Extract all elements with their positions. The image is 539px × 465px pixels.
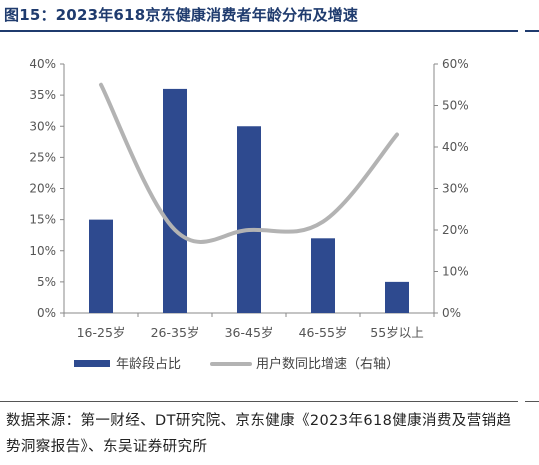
source-rule bbox=[0, 401, 518, 402]
x-tick-label: 36-45岁 bbox=[225, 325, 274, 340]
left-tick-label: 5% bbox=[37, 275, 56, 289]
source-rule-right bbox=[525, 401, 539, 402]
right-tick-label: 50% bbox=[442, 99, 469, 113]
bar bbox=[385, 281, 409, 313]
left-tick-label: 0% bbox=[37, 306, 56, 320]
growth-line bbox=[99, 82, 399, 244]
x-tick-label: 16-25岁 bbox=[77, 325, 126, 340]
chart-title: 图15：2023年618京东健康消费者年龄分布及增速 bbox=[4, 6, 359, 24]
right-tick-label: 0% bbox=[442, 306, 461, 320]
title-rule bbox=[0, 30, 518, 32]
title-rule-right bbox=[525, 30, 539, 32]
right-tick-label: 30% bbox=[442, 182, 469, 196]
chart: 0% 5% 10% 15% 20% 25% 30% 35% 40% 0% 10% 20% 30% 40% 5… bbox=[29, 57, 468, 372]
left-tick-label: 20% bbox=[29, 182, 56, 196]
left-tick-label: 25% bbox=[29, 150, 56, 164]
right-tick-label: 10% bbox=[442, 265, 469, 279]
bar bbox=[311, 238, 335, 313]
left-tick-label: 40% bbox=[29, 57, 56, 71]
legend-bar-swatch bbox=[74, 360, 110, 367]
legend-bar-label: 年龄段占比 bbox=[116, 357, 181, 372]
line-series bbox=[99, 82, 399, 244]
bar-series bbox=[89, 88, 409, 314]
x-tick-label: 55岁以上 bbox=[370, 325, 423, 340]
legend-line-label: 用户数同比增速（右轴） bbox=[256, 356, 399, 372]
left-tick-label: 30% bbox=[29, 119, 56, 133]
left-tick-label: 15% bbox=[29, 213, 56, 227]
left-tick-label: 10% bbox=[29, 244, 56, 258]
x-tick-label: 26-35岁 bbox=[151, 325, 200, 340]
x-tick-label: 46-55岁 bbox=[299, 325, 348, 340]
bar bbox=[163, 88, 187, 314]
tick-labels: 0% 5% 10% 15% 20% 25% 30% 35% 40% 0% 10% 20% 30% 40% 5… bbox=[29, 57, 468, 340]
bar bbox=[89, 219, 113, 313]
legend: 年龄段占比 用户数同比增速（右轴） bbox=[74, 356, 399, 372]
right-tick-label: 20% bbox=[442, 223, 469, 237]
source-note: 数据来源：第一财经、DT研究院、京东健康《2023年618健康消费及营销趋势洞察… bbox=[6, 413, 512, 455]
bar bbox=[237, 126, 261, 313]
right-tick-label: 60% bbox=[442, 57, 469, 71]
left-tick-label: 35% bbox=[29, 88, 56, 102]
title-bar: 图15：2023年618京东健康消费者年龄分布及增速 bbox=[0, 0, 539, 33]
right-tick-label: 40% bbox=[442, 140, 469, 154]
